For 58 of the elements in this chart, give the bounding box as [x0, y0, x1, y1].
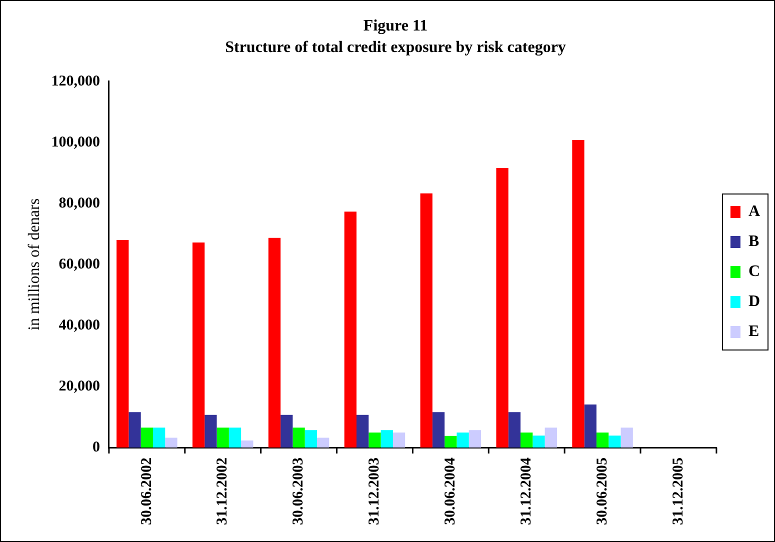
bar: [620, 428, 633, 448]
y-tick-label: 20,000: [58, 378, 100, 394]
bar: [241, 440, 254, 448]
bar: [116, 240, 129, 448]
y-axis-title: in millions of denars: [26, 198, 43, 330]
legend-label: C: [748, 263, 760, 280]
x-tick-label: 30.06.2002: [138, 458, 155, 525]
bar: [544, 428, 557, 448]
x-tick-label: 31.12.2005: [670, 458, 686, 525]
bar: [508, 412, 521, 448]
bar: [520, 432, 533, 448]
bar: [444, 436, 457, 448]
legend-label: A: [748, 203, 760, 220]
bar: [268, 238, 281, 448]
bar: [496, 168, 508, 448]
bar: [572, 140, 584, 448]
bar: [380, 430, 393, 448]
bar: [216, 428, 229, 448]
bar: [584, 404, 596, 448]
bar: [228, 428, 242, 448]
bar: [192, 242, 205, 448]
bar: [456, 432, 469, 448]
y-tick-label: 0: [92, 439, 100, 456]
x-tick-label: 30.06.2004: [442, 457, 459, 525]
y-tick-label: 80,000: [58, 195, 100, 212]
y-tick-label: 40,000: [58, 317, 100, 334]
bar: [280, 414, 293, 448]
bar: [532, 436, 545, 448]
y-tick-label: 100,000: [51, 134, 100, 150]
bar: [165, 438, 178, 448]
bar: [468, 430, 482, 448]
legend-label: E: [748, 323, 760, 340]
x-tick-label: 30.06.2005: [594, 458, 610, 525]
bar: [356, 414, 369, 448]
x-tick-label: 30.06.2003: [290, 458, 307, 525]
y-tick-label: 120,000: [51, 73, 100, 90]
bar: [368, 432, 381, 448]
x-tick-label: 31.12.2003: [366, 458, 383, 525]
bar: [304, 430, 318, 448]
y-tick-label: 60,000: [58, 256, 100, 272]
bar: [292, 428, 305, 448]
bar: [432, 412, 445, 448]
x-tick-label: 31.12.2004: [518, 457, 534, 525]
bar: [152, 428, 166, 448]
bar: [128, 412, 141, 448]
bar: [420, 193, 432, 448]
legend-label: D: [748, 293, 760, 310]
bar: [596, 432, 609, 448]
chart-title: Figure 11: [363, 18, 428, 35]
bar: [392, 432, 406, 448]
bar: [317, 438, 330, 448]
x-tick-label: 31.12.2002: [214, 458, 231, 525]
bar: [608, 436, 621, 448]
chart-subtitle: Structure of total credit exposure by risk category: [225, 38, 566, 56]
legend-label: B: [748, 233, 760, 250]
bar: [204, 414, 217, 448]
bar: [344, 212, 357, 448]
bar: [140, 428, 153, 448]
